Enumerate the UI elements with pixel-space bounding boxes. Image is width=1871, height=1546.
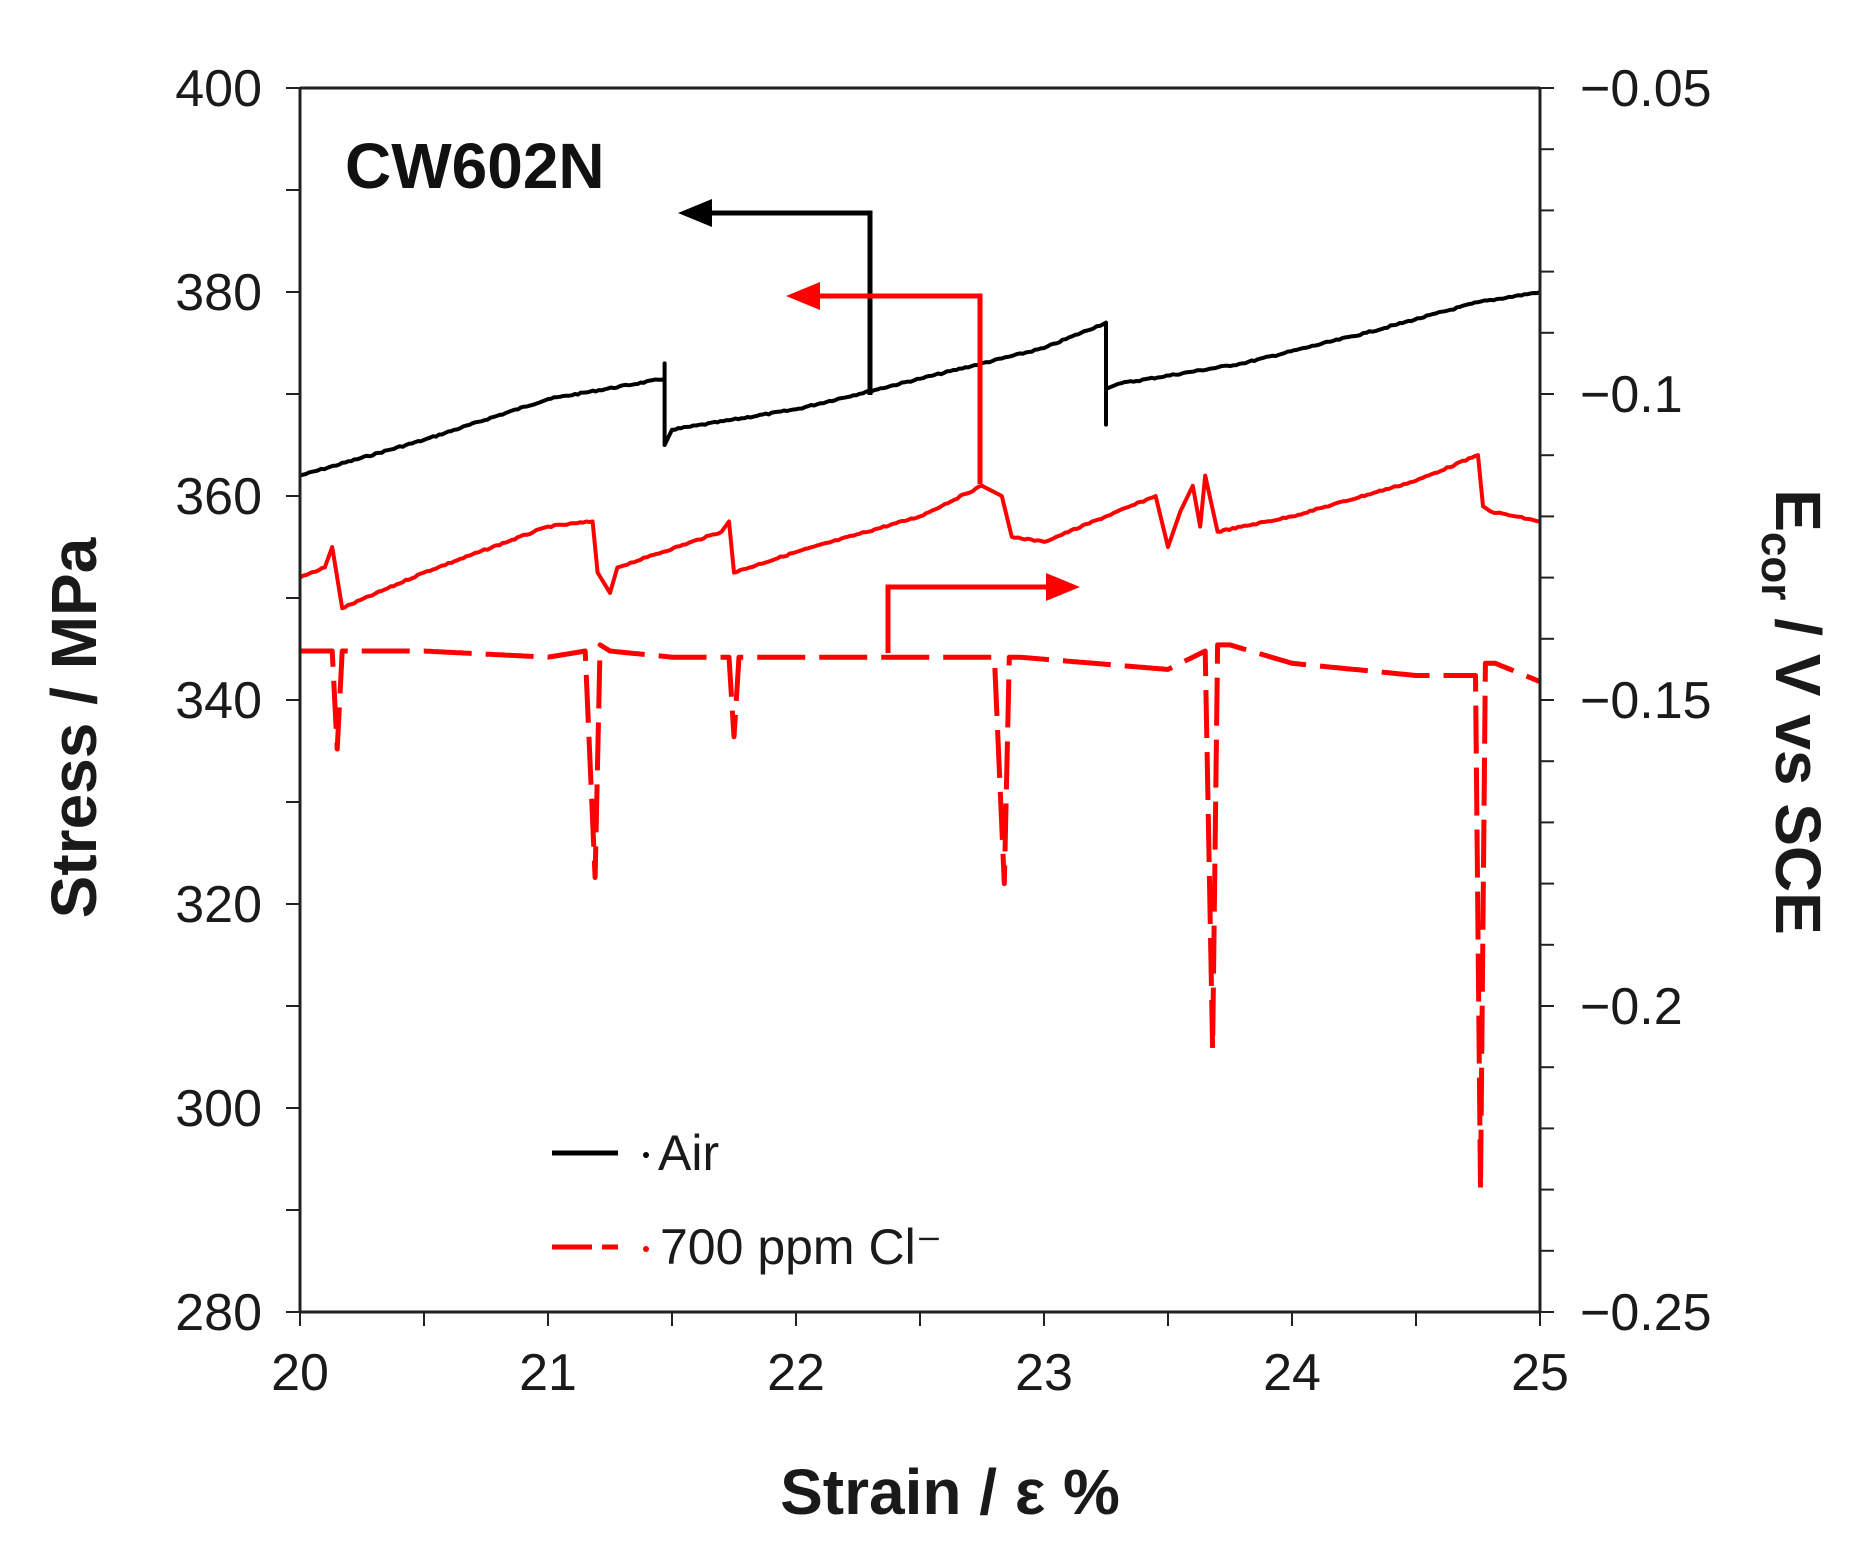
x-tick-label: 25 xyxy=(1511,1344,1569,1402)
y-tick-label: 280 xyxy=(175,1284,262,1342)
x-tick-label: 24 xyxy=(1263,1344,1321,1402)
legend-label-chloride: 700 ppm Cl⁻ xyxy=(660,1219,942,1275)
series-line-chloride-stress xyxy=(298,453,1541,611)
y-axis-title: Stress / MPa xyxy=(38,537,110,918)
legend-marker-chloride xyxy=(643,1246,649,1252)
air-axis-arrow xyxy=(678,199,873,395)
x-tick-labels: 20 21 22 23 24 25 xyxy=(271,1344,1569,1402)
y-tick-label: 320 xyxy=(175,876,262,934)
y2-tick-labels: −0.25 −0.2 −0.15 −0.1 −0.05 xyxy=(1580,60,1712,1342)
y2-tick-label: −0.15 xyxy=(1580,672,1712,730)
chloride-stress-axis-arrow xyxy=(786,282,983,484)
y2-axis-title: Ecor / V vs SCE xyxy=(1752,489,1834,935)
legend-item-chloride: 700 ppm Cl⁻ xyxy=(552,1219,942,1275)
y-tick-label: 300 xyxy=(175,1080,262,1138)
series-line-chloride-potential xyxy=(300,642,1541,1193)
chart-title: CW602N xyxy=(345,130,605,202)
legend: Air 700 ppm Cl⁻ xyxy=(552,1125,942,1275)
y2-axis-title-subscript: cor xyxy=(1752,532,1801,600)
x-tick-label: 21 xyxy=(519,1344,577,1402)
y2-axis-title-main: E xyxy=(1762,489,1834,532)
x-tick-label: 22 xyxy=(767,1344,825,1402)
y2-tick-label: −0.1 xyxy=(1580,366,1683,424)
y2-tick-label: −0.2 xyxy=(1580,978,1683,1036)
x-tick-label: 20 xyxy=(271,1344,329,1402)
y-tick-label: 400 xyxy=(175,60,262,118)
chloride-potential-axis-arrow xyxy=(885,573,1080,653)
y2-tick-label: −0.25 xyxy=(1580,1284,1712,1342)
y-tick-label: 380 xyxy=(175,264,262,322)
legend-item-air: Air xyxy=(552,1125,719,1181)
y2-tick-label: −0.05 xyxy=(1580,60,1712,118)
y-tick-label: 340 xyxy=(175,672,262,730)
y-tick-label: 360 xyxy=(175,468,262,526)
y-tick-labels: 280 300 320 340 360 380 400 xyxy=(175,60,262,1342)
legend-label-air: Air xyxy=(658,1125,719,1181)
x-axis-title: Strain / ε % xyxy=(780,1456,1120,1528)
x-tick-label: 23 xyxy=(1015,1344,1073,1402)
series-line-air xyxy=(299,290,1541,478)
legend-marker-air xyxy=(643,1152,649,1158)
series-layer xyxy=(298,290,1541,1193)
minor-ticks xyxy=(286,87,1554,1326)
y2-axis-title-rest: / V vs SCE xyxy=(1762,600,1834,934)
